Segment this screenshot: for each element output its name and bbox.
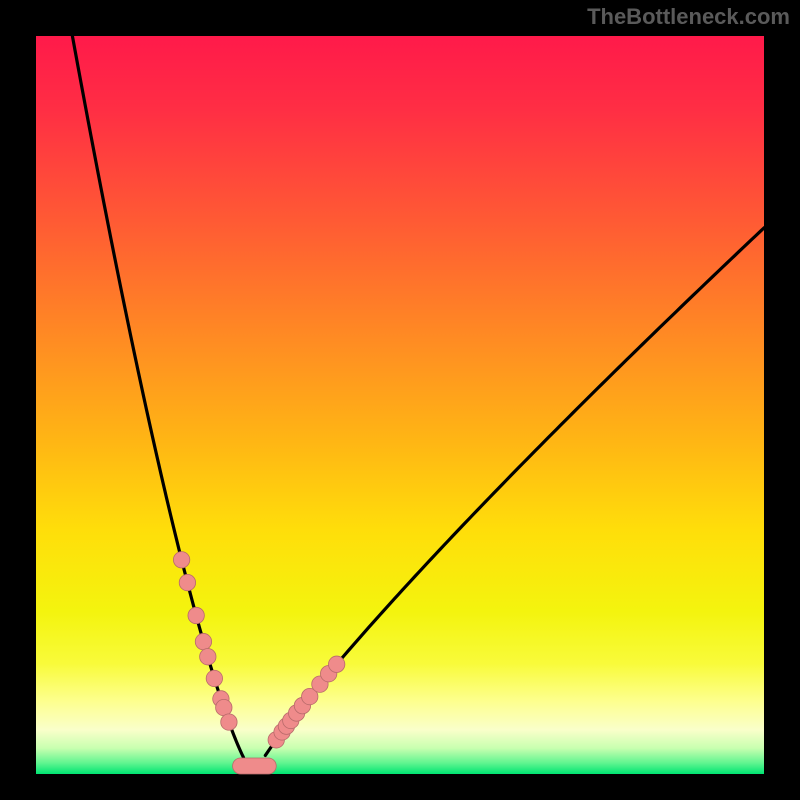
marker-left: [206, 670, 222, 686]
marker-left: [173, 552, 189, 568]
valley-cap: [233, 758, 277, 774]
chart-svg: [0, 0, 800, 800]
marker-left: [216, 699, 232, 715]
marker-left: [179, 574, 195, 590]
watermark-text: TheBottleneck.com: [587, 4, 790, 30]
marker-left: [200, 649, 216, 665]
marker-left: [221, 714, 237, 730]
marker-left: [188, 607, 204, 623]
marker-right: [328, 656, 344, 672]
chart-container: TheBottleneck.com: [0, 0, 800, 800]
marker-left: [195, 633, 211, 649]
